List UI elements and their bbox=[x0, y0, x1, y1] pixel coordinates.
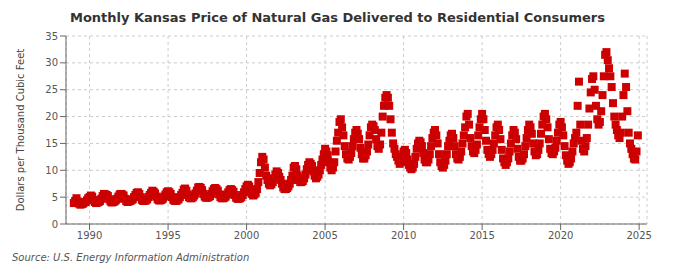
svg-text:2015: 2015 bbox=[469, 230, 494, 241]
svg-text:Dollars per Thousand Cubic Fee: Dollars per Thousand Cubic Feet bbox=[15, 49, 26, 212]
svg-text:0: 0 bbox=[52, 219, 58, 230]
html-text:Monthly Kansas Price of Natura: Monthly Kansas Price of Natural Gas Deli… bbox=[70, 10, 605, 25]
svg-text:15: 15 bbox=[45, 138, 58, 149]
svg-text:1990: 1990 bbox=[77, 230, 102, 241]
svg-text:2025: 2025 bbox=[626, 230, 651, 241]
svg-text:2010: 2010 bbox=[391, 230, 416, 241]
svg-text:2005: 2005 bbox=[312, 230, 337, 241]
svg-text:10: 10 bbox=[45, 165, 58, 176]
svg-text:20: 20 bbox=[45, 111, 58, 122]
svg-text:2000: 2000 bbox=[234, 230, 259, 241]
svg-text:30: 30 bbox=[45, 57, 58, 68]
svg-text:1995: 1995 bbox=[155, 230, 180, 241]
svg-text:2020: 2020 bbox=[548, 230, 573, 241]
svg-text:25: 25 bbox=[45, 84, 58, 95]
svg-text:5: 5 bbox=[52, 192, 58, 203]
svg-text:35: 35 bbox=[45, 31, 58, 42]
html-text:Source: U.S. Energy Informatio: Source: U.S. Energy Information Administ… bbox=[12, 252, 250, 263]
